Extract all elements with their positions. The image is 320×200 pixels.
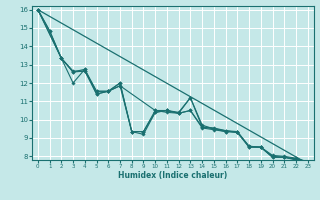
X-axis label: Humidex (Indice chaleur): Humidex (Indice chaleur) [118,171,228,180]
